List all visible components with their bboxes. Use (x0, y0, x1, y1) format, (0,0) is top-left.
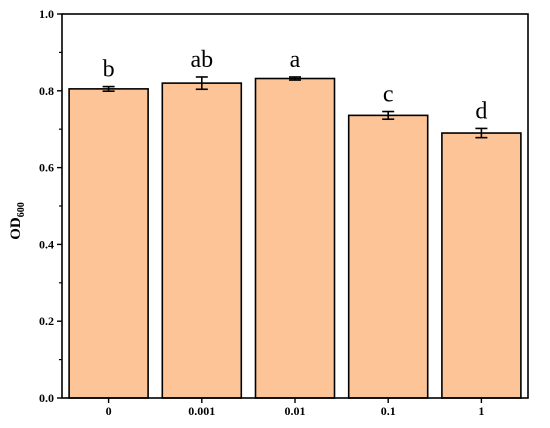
errorbars-group (102, 76, 488, 139)
bar-0.1 (347, 114, 429, 399)
bars-group (68, 77, 522, 399)
x-tick-label: 1 (478, 404, 484, 418)
x-axis: 0 0.001 0.01 0.1 1 (106, 398, 484, 418)
y-tick-label: 0.2 (39, 314, 54, 328)
significance-label-1: d (475, 98, 487, 124)
bar-0.001 (161, 82, 243, 399)
y-tick-label: 0.0 (39, 391, 54, 405)
y-axis: 0.0 0.2 0.4 0.6 0.8 1.0 (39, 7, 62, 405)
significance-label-0: b (103, 57, 115, 83)
error-bar-0.001 (195, 76, 208, 91)
significance-label-0.1: c (383, 82, 394, 108)
error-bar-0.1 (382, 110, 395, 121)
x-tick-label: 0 (106, 404, 112, 418)
y-tick-label: 0.8 (39, 84, 54, 98)
significance-labels-group: b ab a c d (103, 47, 488, 124)
x-tick-label: 0.01 (285, 404, 306, 418)
y-tick-label: 0.6 (39, 161, 54, 175)
error-bar-0 (102, 85, 115, 92)
error-bar-1 (475, 127, 488, 139)
y-tick-label: 0.4 (39, 237, 54, 251)
bar-0 (68, 88, 149, 399)
y-axis-title-subscript: 600 (16, 202, 27, 217)
y-axis-title: OD600 (8, 202, 27, 240)
x-tick-label: 0.001 (188, 404, 215, 418)
significance-label-0.01: a (290, 47, 301, 73)
y-tick-label: 1.0 (39, 7, 54, 21)
y-axis-title-main: OD (8, 217, 24, 240)
significance-label-0.001: ab (190, 47, 213, 73)
bar-1 (441, 132, 522, 399)
error-bar-0.01 (289, 76, 301, 81)
bar-0.01 (254, 77, 336, 399)
x-tick-label: 0.1 (381, 404, 396, 418)
